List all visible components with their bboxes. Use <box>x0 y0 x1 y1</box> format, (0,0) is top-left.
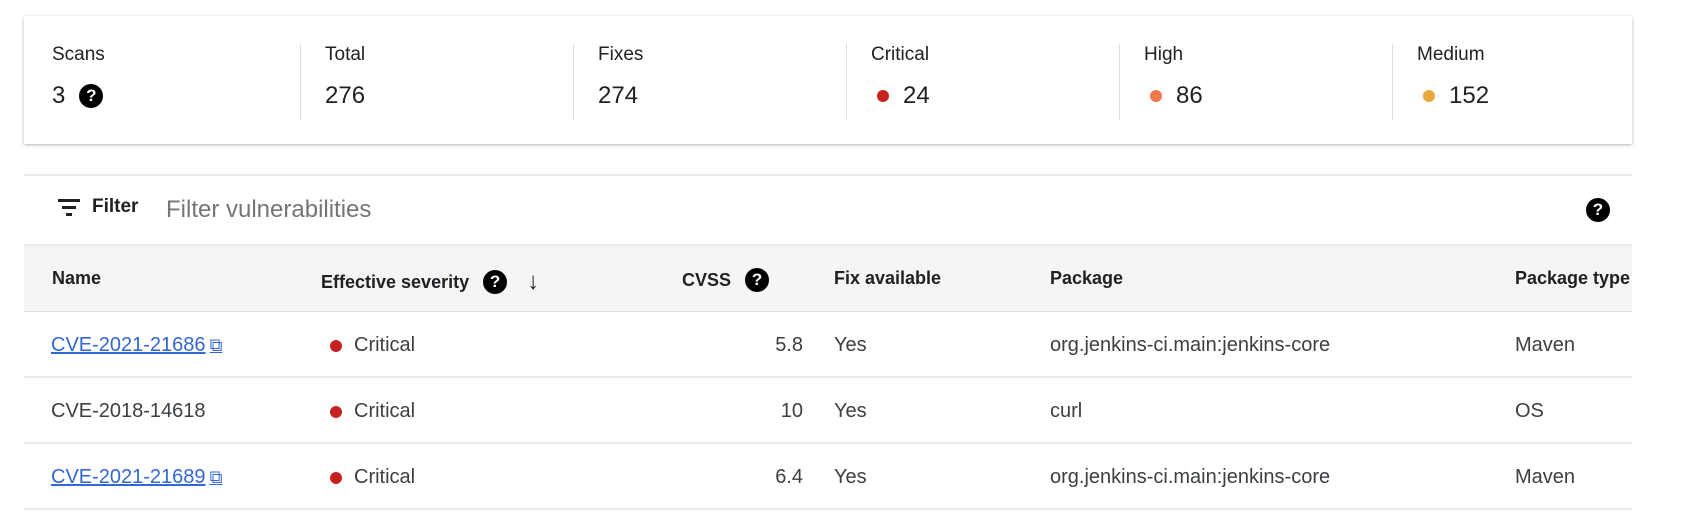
stat-value: 24 <box>903 82 930 109</box>
summary-card: Scans 3? Total 276 Fixes 274 Critical 24… <box>24 16 1632 144</box>
divider <box>300 44 301 120</box>
filter-bar: Filter ? <box>24 174 1632 246</box>
fix-cell: Yes <box>834 334 867 356</box>
stat-medium: Medium 152 <box>1417 44 1489 120</box>
header-package[interactable]: Package <box>1050 268 1124 288</box>
filter-button[interactable]: Filter <box>58 196 138 218</box>
stat-high: High 86 <box>1144 44 1203 120</box>
stat-value: 276 <box>325 82 366 109</box>
sort-arrow-down-icon[interactable]: ↓ <box>527 268 540 295</box>
stat-value: 274 <box>598 82 639 109</box>
table-row: CVE-2018-14618 Critical 10 Yes curl OS <box>24 378 1632 444</box>
header-package-type[interactable]: Package type <box>1515 268 1631 288</box>
help-icon[interactable]: ? <box>745 268 770 292</box>
severity-label: Critical <box>354 466 416 488</box>
critical-dot-icon <box>330 405 342 418</box>
table-row: CVE-2021-21686 ⧉ Critical 5.8 Yes org.jenkins… <box>24 312 1632 378</box>
package-cell: org.jenkins-ci.main:jenkins-core <box>1050 334 1331 356</box>
help-icon[interactable]: ? <box>1586 198 1610 222</box>
critical-dot-icon <box>877 90 889 102</box>
package-type-cell: Maven <box>1515 334 1576 356</box>
severity-cell: Critical <box>330 400 415 423</box>
header-label: CVSS <box>682 269 732 290</box>
cve-link[interactable]: CVE-2021-21689 ⧉ <box>51 466 222 489</box>
header-effective-severity[interactable]: Effective severity? ↓ <box>321 268 539 296</box>
cve-name: CVE-2021-21686 <box>51 334 206 356</box>
severity-label: Critical <box>354 334 416 356</box>
severity-cell: Critical <box>330 466 415 489</box>
help-icon[interactable]: ? <box>483 270 508 294</box>
package-type-cell: OS <box>1515 400 1544 422</box>
stat-label: High <box>1144 44 1184 65</box>
external-link-icon: ⧉ <box>209 335 223 355</box>
stat-value: 3 <box>52 82 66 109</box>
critical-dot-icon <box>330 339 342 352</box>
package-cell: curl <box>1050 400 1083 422</box>
filter-icon <box>58 199 80 216</box>
stat-label: Medium <box>1417 44 1485 65</box>
stat-label: Fixes <box>598 44 644 65</box>
cve-name: CVE-2021-21689 <box>51 466 206 488</box>
package-cell: org.jenkins-ci.main:jenkins-core <box>1050 466 1331 488</box>
external-link-icon: ⧉ <box>209 467 223 487</box>
cvss-cell: 5.8 <box>775 334 803 356</box>
filter-label: Filter <box>92 196 139 217</box>
stat-label: Scans <box>52 44 105 65</box>
divider <box>573 44 574 120</box>
severity-cell: Critical <box>330 334 415 357</box>
divider <box>846 44 847 120</box>
fix-cell: Yes <box>834 466 867 488</box>
table-header: Name Effective severity? ↓ CVSS? Fix avai… <box>24 246 1632 312</box>
stat-label: Critical <box>871 44 930 65</box>
critical-dot-icon <box>330 471 342 484</box>
stat-scans: Scans 3? <box>52 44 105 120</box>
high-dot-icon <box>1150 90 1162 102</box>
cve-link[interactable]: CVE-2021-21686 ⧉ <box>51 334 222 357</box>
stat-total: Total 276 <box>325 44 365 120</box>
cvss-cell: 10 <box>780 400 803 422</box>
stat-value: 152 <box>1449 82 1490 109</box>
header-label: Effective severity <box>321 271 470 292</box>
divider <box>1392 44 1393 120</box>
stat-value: 86 <box>1176 82 1203 109</box>
stat-fixes: Fixes 274 <box>598 44 643 120</box>
stat-label: Total <box>325 44 366 65</box>
table-row: CVE-2021-21689 ⧉ Critical 6.4 Yes org.jenkins… <box>24 444 1632 510</box>
help-icon[interactable]: ? <box>79 84 104 108</box>
header-name[interactable]: Name <box>52 268 102 288</box>
package-type-cell: Maven <box>1515 466 1576 488</box>
medium-dot-icon <box>1423 90 1435 102</box>
header-cvss[interactable]: CVSS? <box>682 268 770 292</box>
divider <box>1119 44 1120 120</box>
fix-cell: Yes <box>834 400 867 422</box>
severity-label: Critical <box>354 400 416 422</box>
cvss-cell: 6.4 <box>775 466 803 488</box>
stat-critical: Critical 24 <box>871 44 930 120</box>
header-fix-available[interactable]: Fix available <box>834 268 942 288</box>
filter-input[interactable] <box>166 192 1366 228</box>
cve-name: CVE-2018-14618 <box>51 400 206 422</box>
